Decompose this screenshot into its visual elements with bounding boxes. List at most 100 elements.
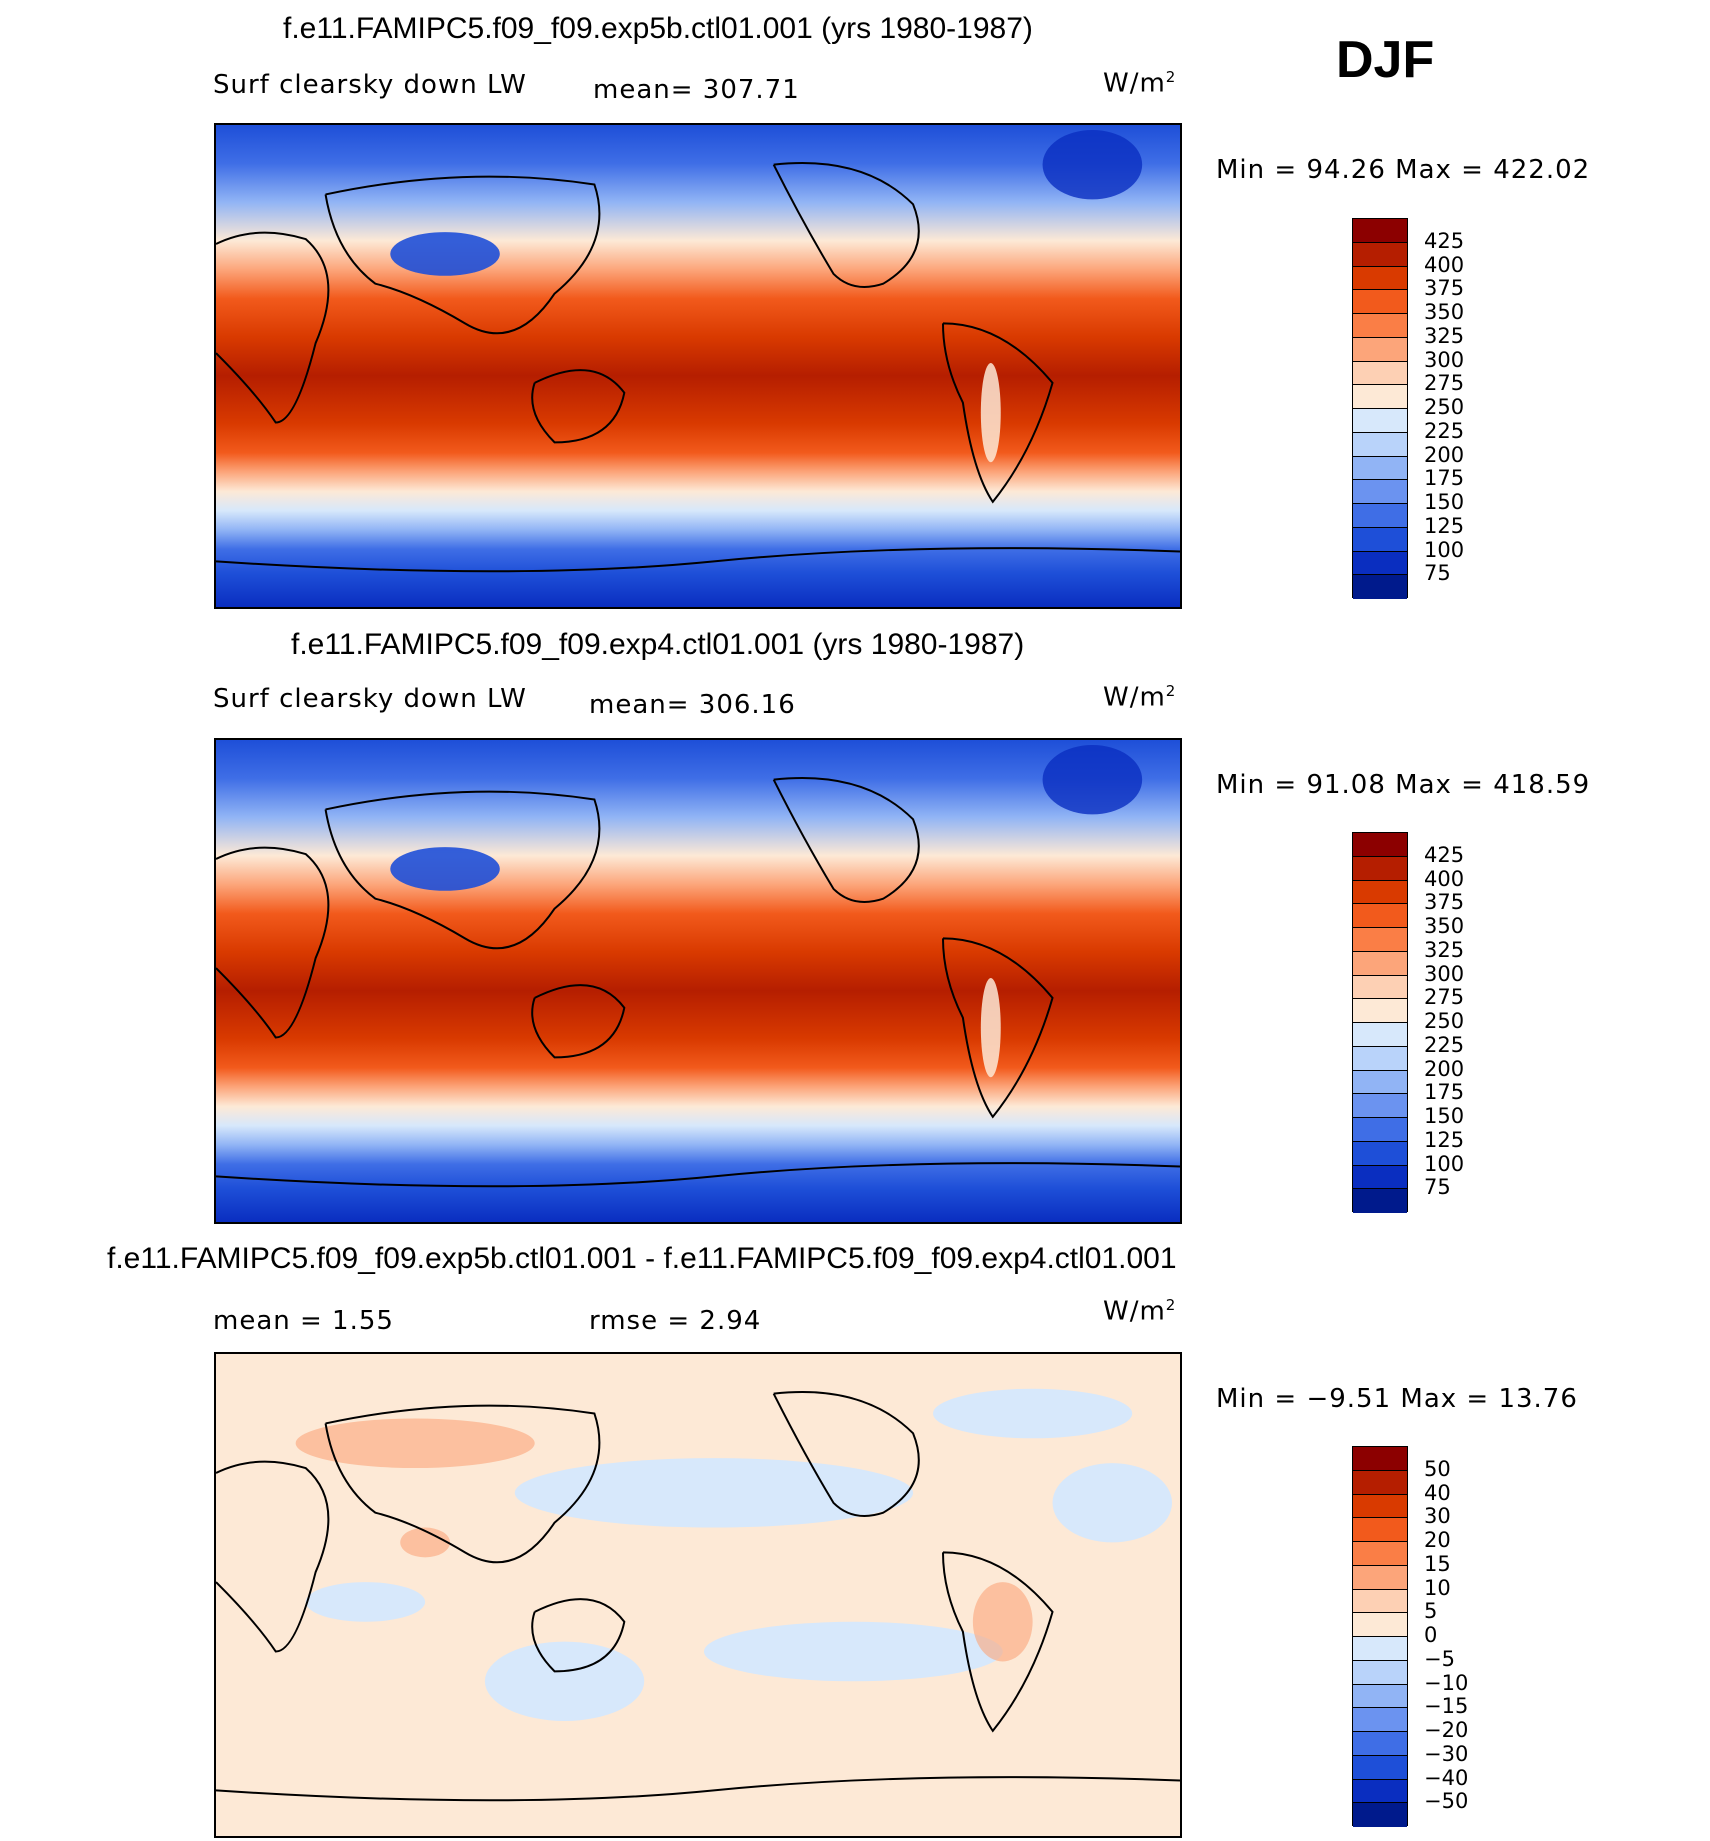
colorbar-tick-label: 250 [1424, 1009, 1465, 1033]
colorbar-segment [1353, 1447, 1407, 1471]
colorbar-segment [1353, 432, 1407, 457]
colorbar-segment [1353, 575, 1407, 599]
panel-1-left-label: Surf clearsky down LW [213, 70, 527, 100]
colorbar-segment [1353, 856, 1407, 881]
colorbar-segment [1353, 361, 1407, 386]
colorbar-segment [1353, 880, 1407, 905]
colorbar-segment [1353, 337, 1407, 362]
colorbar-segment [1353, 1070, 1407, 1095]
colorbar-segment [1353, 1779, 1407, 1804]
colorbar-segment [1353, 456, 1407, 481]
colorbar-tick-label: 250 [1424, 395, 1465, 419]
panel-3-minmax: Min = −9.51 Max = 13.76 [1216, 1384, 1578, 1414]
colorbar-tick-label: −40 [1424, 1765, 1469, 1790]
colorbar-segment [1353, 1755, 1407, 1780]
colorbar-tick-label: 425 [1424, 842, 1465, 867]
colorbar-segment [1353, 833, 1407, 857]
colorbar-tick-label: 325 [1424, 937, 1465, 962]
colorbar-segment [1353, 1803, 1407, 1827]
colorbar-segment [1353, 1046, 1407, 1071]
colorbar-tick-label: 15 [1424, 1551, 1451, 1576]
colorbar-segment [1353, 385, 1407, 409]
colorbar-tick-label: 10 [1424, 1575, 1451, 1600]
colorbar-tick-label: 275 [1424, 985, 1465, 1010]
colorbar-segment [1353, 1732, 1407, 1756]
colorbar-segment [1353, 290, 1407, 314]
colorbar-segment [1353, 1565, 1407, 1590]
colorbar-tick-label: 375 [1424, 276, 1465, 301]
colorbar-tick-label: −20 [1424, 1718, 1469, 1742]
colorbar-tick-label: −5 [1424, 1646, 1455, 1671]
colorbar-tick-label: −30 [1424, 1741, 1469, 1766]
colorbar-segment [1353, 219, 1407, 243]
colorbar-segment [1353, 242, 1407, 267]
colorbar-tick-label: 20 [1424, 1528, 1451, 1552]
colorbar-segment [1353, 551, 1407, 576]
panel-1-units: W/m2 [1103, 68, 1177, 99]
panel-1-mean: mean= 307.71 [593, 75, 800, 105]
colorbar-tick-label: 225 [1424, 1032, 1465, 1057]
colorbar-segment [1353, 904, 1407, 928]
colorbar-tick-label: 5 [1424, 1599, 1438, 1624]
colorbar-tick-label: −10 [1424, 1670, 1469, 1695]
colorbar-tick-label: 175 [1424, 1080, 1465, 1105]
colorbar-tick-label: 175 [1424, 466, 1465, 491]
colorbar-segment [1353, 527, 1407, 552]
colorbar-tick-label: 375 [1424, 890, 1465, 915]
colorbar-segment [1353, 1518, 1407, 1542]
colorbar-segment [1353, 1118, 1407, 1142]
colorbar-tick-label: 100 [1424, 1151, 1465, 1176]
colorbar-segment [1353, 999, 1407, 1023]
colorbar-tick-label: 425 [1424, 228, 1465, 253]
colorbar-tick-label: 300 [1424, 961, 1465, 986]
panel-2-minmax: Min = 91.08 Max = 418.59 [1216, 770, 1591, 800]
colorbar-segment [1353, 266, 1407, 291]
colorbar-tick-label: 30 [1424, 1504, 1451, 1529]
panel-2-left-label: Surf clearsky down LW [213, 684, 527, 714]
colorbar-tick-label: 225 [1424, 418, 1465, 443]
colorbar-segment [1353, 1684, 1407, 1709]
panel-3-units: W/m2 [1103, 1296, 1177, 1327]
colorbar-tick-label: −15 [1424, 1694, 1469, 1719]
colorbar-segment [1353, 409, 1407, 433]
colorbar-segment [1353, 1189, 1407, 1213]
colorbar-tick-label: 200 [1424, 1056, 1465, 1081]
colorbar-segment [1353, 1589, 1407, 1614]
season-label: DJF [1336, 31, 1435, 89]
colorbar-tick-label: 400 [1424, 252, 1465, 277]
panel-1-map-svg [216, 125, 1180, 607]
colorbar-segment [1353, 504, 1407, 528]
colorbar-segment [1353, 928, 1407, 952]
colorbar-segment [1353, 1165, 1407, 1190]
colorbar-segment [1353, 480, 1407, 504]
colorbar-segment [1353, 951, 1407, 976]
colorbar-tick-label: 150 [1424, 1104, 1465, 1128]
panel-2-map [214, 738, 1182, 1224]
colorbar-tick-label: 125 [1424, 513, 1465, 538]
panel-2-map-svg [216, 740, 1180, 1222]
colorbar-segment [1353, 1494, 1407, 1519]
colorbar-segment [1353, 1708, 1407, 1732]
colorbar-segment [1353, 1542, 1407, 1566]
colorbar-segment [1353, 1470, 1407, 1495]
colorbar-tick-label: 40 [1424, 1480, 1451, 1505]
panel-2-mean: mean= 306.16 [589, 690, 796, 720]
panel-3-mean: mean = 1.55 [213, 1306, 394, 1336]
panel-2-units: W/m2 [1103, 682, 1177, 713]
colorbar-tick-label: 325 [1424, 323, 1465, 348]
colorbar-tick-label: 300 [1424, 347, 1465, 372]
panel-3-map [214, 1352, 1182, 1838]
colorbar-tick-label: 275 [1424, 371, 1465, 396]
panel-2-colorbar [1352, 832, 1408, 1213]
panel-3-rmse: rmse = 2.94 [589, 1306, 762, 1336]
colorbar-segment [1353, 1094, 1407, 1118]
colorbar-tick-label: 50 [1424, 1456, 1451, 1481]
colorbar-segment [1353, 1613, 1407, 1637]
panel-1-title: f.e11.FAMIPC5.f09_f09.exp5b.ctl01.001 (y… [283, 12, 1033, 45]
colorbar-segment [1353, 1637, 1407, 1661]
panel-1-colorbar [1352, 218, 1408, 599]
colorbar-segment [1353, 1660, 1407, 1685]
panel-1-minmax: Min = 94.26 Max = 422.02 [1216, 155, 1591, 185]
panel-2-title: f.e11.FAMIPC5.f09_f09.exp4.ctl01.001 (yr… [291, 628, 1025, 661]
panel-3-title: f.e11.FAMIPC5.f09_f09.exp5b.ctl01.001 - … [107, 1242, 1177, 1275]
